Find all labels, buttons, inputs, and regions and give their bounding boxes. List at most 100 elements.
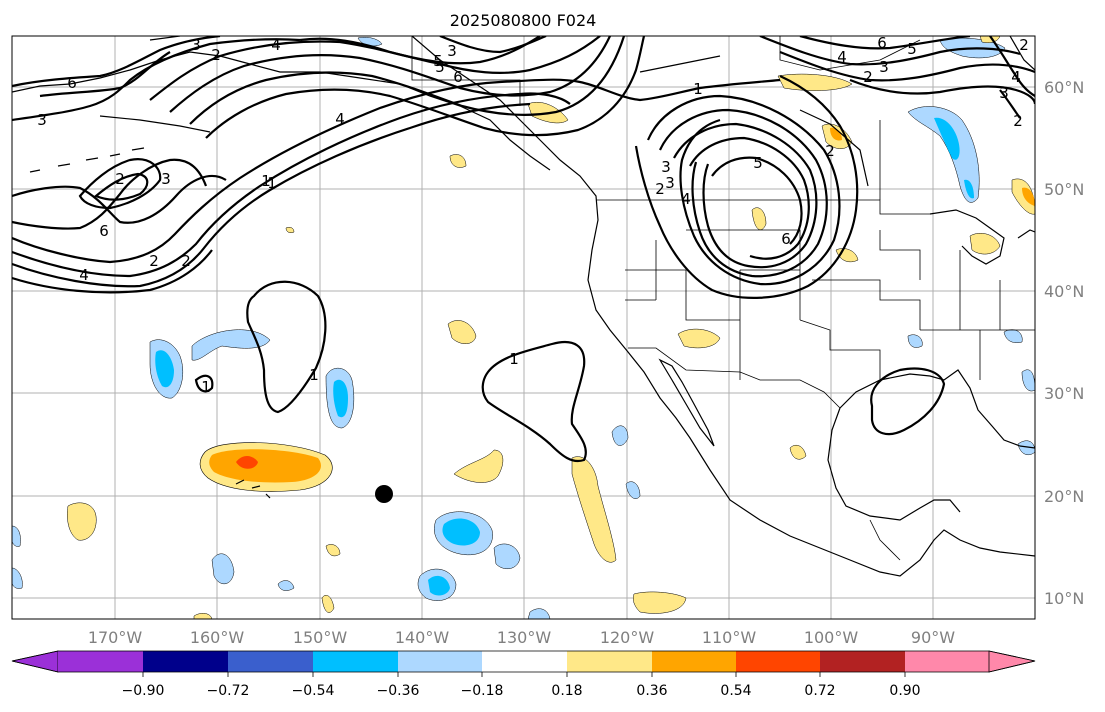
positive-anomaly-peak — [236, 456, 258, 469]
contour-label: 1 — [509, 350, 519, 368]
positive-anomaly-core — [209, 449, 321, 483]
shaded-fields — [12, 36, 1035, 619]
negative-anomaly-patch — [277, 580, 295, 591]
negative-anomaly-patch-core — [333, 379, 348, 418]
positive-anomaly-patch — [789, 445, 807, 460]
positive-anomaly-patch — [571, 456, 617, 563]
positive-anomaly-patch — [677, 328, 721, 349]
positive-anomaly-patch — [449, 154, 467, 168]
contour-label: 6 — [67, 74, 77, 92]
colorbar-bin — [313, 651, 398, 672]
positive-anomaly-patch — [777, 73, 853, 91]
colorbar-bin — [652, 651, 736, 672]
contour-label: 2 — [1019, 36, 1029, 54]
negative-anomaly-patch — [1021, 369, 1035, 392]
colorbar-under-extension — [11, 650, 59, 673]
positive-anomaly-patch — [969, 233, 1001, 255]
contour-label: 3 — [661, 158, 671, 176]
contour-label: 2 — [181, 252, 191, 270]
contour-label: 2 — [863, 68, 873, 86]
contour-label: 3 — [879, 58, 889, 76]
negative-anomaly-patch-core — [934, 117, 960, 160]
colorbar-tick-label: −0.18 — [461, 683, 504, 699]
contour-label: 3 — [999, 84, 1009, 102]
positive-anomaly-patch-core — [1022, 187, 1035, 206]
colorbar-tick-label: −0.90 — [122, 683, 165, 699]
lon-tick-label: 90°W — [911, 628, 955, 647]
positive-anomaly-patch — [67, 502, 97, 541]
colorbar-tick-label: −0.72 — [207, 683, 250, 699]
contour-label: 5 — [435, 58, 445, 76]
positive-anomaly-patch — [325, 544, 341, 557]
lat-tick-label: 20°N — [1044, 487, 1084, 506]
contour-label: 2 — [211, 46, 221, 64]
contour-label: 4 — [681, 190, 691, 208]
contour-label: 1 — [267, 174, 277, 192]
lon-tick-label: 150°W — [293, 628, 348, 647]
contour-label: 2 — [655, 180, 665, 198]
colorbar-tick-label: 0.72 — [804, 683, 835, 699]
contour-label: 1 — [309, 366, 319, 384]
political-borders — [411, 36, 1035, 561]
latitude-labels: 60°N 50°N 40°N 30°N 20°N 10°N — [1044, 78, 1084, 608]
colorbar-bin — [905, 651, 989, 672]
colorbar-labels: −0.90 −0.72 −0.54 −0.36 −0.18 0.18 0.36 … — [122, 683, 921, 699]
colorbar-tick-label: −0.54 — [292, 683, 335, 699]
negative-anomaly-patch — [211, 553, 235, 584]
lat-tick-label: 40°N — [1044, 282, 1084, 301]
colorbar-tick-label: 0.18 — [551, 683, 582, 699]
map-title: 2025080800 F024 — [450, 11, 597, 30]
negative-anomaly-patch — [493, 543, 521, 570]
lon-tick-label: 120°W — [600, 628, 655, 647]
contour-label: 3 — [161, 170, 171, 188]
negative-anomaly-patch — [907, 106, 980, 203]
contour-label: 1 — [693, 80, 703, 98]
colorbar-bin — [228, 651, 313, 672]
colorbar-bin — [482, 651, 567, 672]
lat-tick-label: 50°N — [1044, 180, 1084, 199]
lon-tick-label: 130°W — [497, 628, 552, 647]
colorbar-tick-label: 0.90 — [889, 683, 920, 699]
contour-labels: 4 3 5 6 2 6 3 1 5 4 3 2 1 6 4 2 2 3 3 1 … — [37, 34, 1029, 396]
positive-anomaly-patch — [285, 226, 295, 234]
contour-label: 3 — [37, 111, 47, 129]
colorbar-bin — [567, 651, 652, 672]
positive-anomaly-patch — [633, 591, 687, 614]
contour-label: 2 — [115, 170, 125, 188]
contour-label: 2 — [1013, 112, 1023, 130]
negative-anomaly-patch-core — [155, 350, 174, 388]
positive-anomaly-patch-core — [830, 127, 842, 141]
lon-tick-label: 110°W — [702, 628, 757, 647]
colorbar — [11, 650, 1036, 677]
contour-label: 4 — [79, 266, 89, 284]
positive-anomaly-patch — [193, 613, 213, 619]
contour-lines — [12, 36, 1035, 463]
contour-label: 4 — [1011, 68, 1021, 86]
contour-label: 6 — [99, 222, 109, 240]
contour-label: 6 — [453, 68, 463, 86]
lat-tick-label: 30°N — [1044, 384, 1084, 403]
contour-label: 2 — [825, 142, 835, 160]
positive-anomaly-patch — [751, 207, 767, 231]
contour-label: 6 — [781, 230, 791, 248]
negative-anomaly-patch — [625, 481, 641, 499]
lon-tick-label: 140°W — [395, 628, 450, 647]
positive-anomaly-patch — [321, 595, 335, 613]
colorbar-tick-label: 0.54 — [720, 683, 751, 699]
contour-label: 4 — [335, 110, 345, 128]
negative-anomaly-patch-core — [442, 518, 480, 546]
contour-label: 4 — [837, 48, 847, 66]
colorbar-outline — [11, 650, 1036, 673]
negative-anomaly-patch — [527, 608, 551, 619]
map-frame — [11, 35, 1036, 620]
lon-tick-label: 160°W — [190, 628, 245, 647]
contour-label: 6 — [877, 34, 887, 52]
negative-anomaly-patch — [611, 425, 629, 446]
longitude-labels: 170°W 160°W 150°W 140°W 130°W 120°W 110°… — [88, 628, 955, 647]
colorbar-over-extension — [988, 650, 1036, 673]
negative-anomaly-patch-core — [428, 575, 450, 596]
positive-anomaly-patch — [447, 320, 477, 344]
map-panel: 4 3 5 6 2 6 3 1 5 4 3 2 1 6 4 2 2 3 3 1 … — [12, 34, 1035, 619]
colorbar-bin — [820, 651, 905, 672]
colorbar-bin — [143, 651, 228, 672]
